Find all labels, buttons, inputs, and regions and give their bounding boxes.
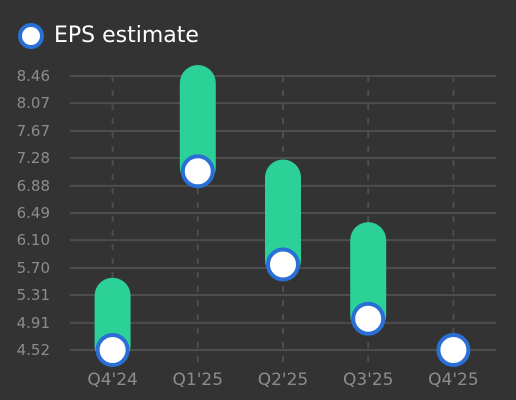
x-tick-label: Q4'24 <box>87 370 138 390</box>
x-tick-label: Q4'25 <box>428 370 479 390</box>
range-bar <box>179 64 216 186</box>
estimate-point <box>351 301 386 336</box>
y-tick-label: 8.46 <box>17 67 50 85</box>
legend-marker-icon <box>18 23 44 49</box>
y-tick-label: 5.31 <box>17 286 50 304</box>
y-tick-label: 4.91 <box>17 314 50 332</box>
x-tick-label: Q3'25 <box>343 370 394 390</box>
x-tick-label: Q1'25 <box>173 370 224 390</box>
legend: EPS estimate <box>18 18 199 54</box>
legend-label: EPS estimate <box>54 23 199 48</box>
y-tick-label: 5.70 <box>17 259 50 277</box>
y-tick-label: 7.67 <box>17 122 50 140</box>
y-tick-label: 4.52 <box>17 341 50 359</box>
x-tick-label: Q2'25 <box>258 370 309 390</box>
y-tick-label: 8.07 <box>17 94 50 112</box>
y-tick-label: 6.10 <box>17 231 50 249</box>
estimate-point <box>266 247 300 282</box>
y-tick-label: 6.49 <box>17 204 50 222</box>
estimate-point <box>95 333 130 367</box>
estimate-point <box>436 333 471 367</box>
estimate-point <box>180 154 215 189</box>
range-bar <box>265 159 301 279</box>
y-tick-label: 6.88 <box>17 177 50 195</box>
y-tick-label: 7.28 <box>17 149 50 167</box>
